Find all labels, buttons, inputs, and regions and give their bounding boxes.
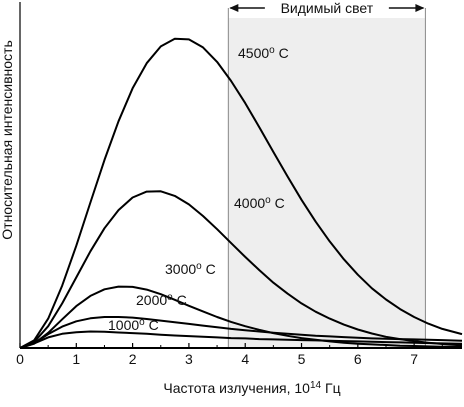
series-label-1000: 1000o C xyxy=(108,317,159,334)
visible-band-arrowhead-right xyxy=(415,4,425,12)
visible-light-band-layer xyxy=(227,8,426,348)
axis-layer xyxy=(19,2,462,349)
x-tick-label-2: 2 xyxy=(129,351,137,367)
series-curve-1000 xyxy=(19,330,463,349)
x-tick-label-5: 5 xyxy=(298,351,306,367)
x-tick-label-3: 3 xyxy=(185,351,193,367)
visible-light-band xyxy=(228,18,426,348)
visible-band-arrowhead-left xyxy=(229,4,239,12)
series-label-4000: 4000o C xyxy=(234,195,285,212)
series-layer xyxy=(19,37,463,349)
x-axis-title: Частота излучения, 1014 Гц xyxy=(163,380,340,397)
x-tick-label-6: 6 xyxy=(354,351,362,367)
visible-light-label: Видимый свет xyxy=(281,0,374,16)
series-curve-4000 xyxy=(19,190,463,349)
label-layer: Видимый свет 4500o C 4000o C 3000o C 2000o C… xyxy=(0,0,425,397)
series-curve-2000 xyxy=(19,316,463,349)
series-label-4500: 4500o C xyxy=(238,45,289,62)
x-tick-label-4: 4 xyxy=(241,351,249,367)
x-tick-label-1: 1 xyxy=(72,351,80,367)
x-tick-label-0: 0 xyxy=(16,351,24,367)
series-label-3000: 3000o C xyxy=(165,261,216,278)
series-curve-4500 xyxy=(19,37,463,349)
series-curve-3000 xyxy=(19,285,463,349)
series-label-2000: 2000o C xyxy=(136,292,187,309)
y-axis-title: Относительная интенсивность xyxy=(0,40,15,239)
x-tick-label-7: 7 xyxy=(410,351,418,367)
